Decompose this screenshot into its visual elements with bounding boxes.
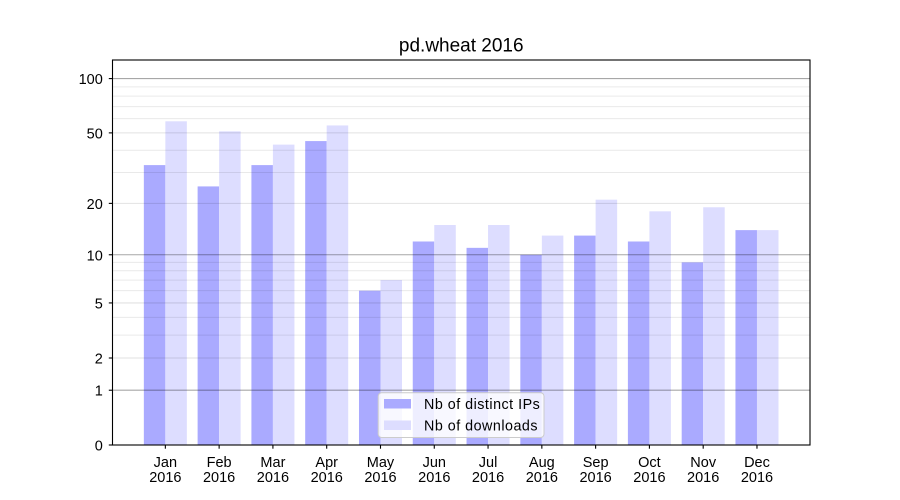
- svg-text:May: May: [367, 455, 395, 471]
- svg-text:pd.wheat 2016: pd.wheat 2016: [399, 36, 524, 57]
- svg-text:Feb: Feb: [207, 455, 232, 471]
- svg-text:2016: 2016: [364, 470, 396, 486]
- svg-text:0: 0: [95, 439, 103, 455]
- svg-text:2016: 2016: [472, 470, 504, 486]
- svg-text:Apr: Apr: [315, 455, 338, 471]
- svg-text:2016: 2016: [418, 470, 450, 486]
- svg-text:10: 10: [87, 248, 103, 264]
- svg-text:Jun: Jun: [423, 455, 446, 471]
- svg-text:20: 20: [87, 197, 103, 213]
- svg-text:Mar: Mar: [260, 455, 285, 471]
- svg-text:1: 1: [95, 384, 103, 400]
- svg-text:2016: 2016: [633, 470, 665, 486]
- svg-text:2016: 2016: [741, 470, 773, 486]
- svg-text:Nb of distinct IPs: Nb of distinct IPs: [424, 397, 540, 413]
- svg-text:Jul: Jul: [479, 455, 498, 471]
- svg-text:Nov: Nov: [690, 455, 717, 471]
- svg-text:Aug: Aug: [529, 455, 555, 471]
- svg-text:Oct: Oct: [638, 455, 661, 471]
- svg-text:Dec: Dec: [744, 455, 770, 471]
- svg-text:Jan: Jan: [154, 455, 177, 471]
- svg-text:100: 100: [79, 72, 103, 88]
- svg-text:2016: 2016: [526, 470, 558, 486]
- svg-text:Nb of downloads: Nb of downloads: [424, 419, 538, 435]
- svg-text:5: 5: [95, 296, 103, 312]
- svg-text:2016: 2016: [203, 470, 235, 486]
- svg-text:2016: 2016: [579, 470, 611, 486]
- svg-text:50: 50: [87, 126, 103, 142]
- svg-text:2016: 2016: [149, 470, 181, 486]
- svg-text:2016: 2016: [257, 470, 289, 486]
- svg-text:2016: 2016: [687, 470, 719, 486]
- svg-text:2016: 2016: [311, 470, 343, 486]
- svg-text:Sep: Sep: [583, 455, 609, 471]
- svg-text:2: 2: [95, 352, 103, 368]
